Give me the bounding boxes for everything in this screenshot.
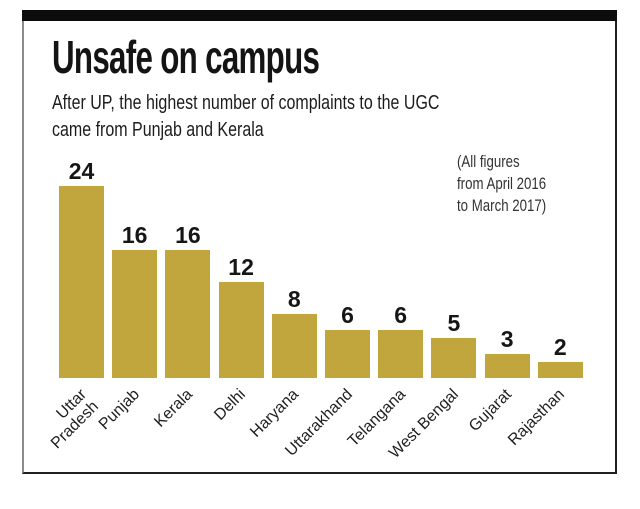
chart-title: Unsafe on campus: [52, 31, 320, 83]
page: Unsafe on campus After UP, the highest n…: [22, 10, 617, 474]
bar-gujarat: [484, 354, 530, 378]
bar-value-telangana: 6: [394, 302, 408, 328]
bar-label-rajasthan: Rajasthan: [505, 386, 569, 449]
top-accent-bar: [22, 10, 617, 21]
bar-value-kerala: 16: [175, 222, 201, 248]
bar-punjab: [112, 250, 158, 378]
bar-value-gujarat: 3: [500, 326, 514, 352]
bar-uttar-pradesh: [59, 186, 104, 378]
bar-haryana: [271, 314, 317, 378]
bar-label-kerala: Kerala: [151, 386, 196, 431]
chart-subtitle: After UP, the highest number of complain…: [52, 90, 439, 144]
bar-west-bengal: [431, 338, 477, 378]
figures-note-line-1: (All figures: [457, 152, 520, 171]
bar-label-gujarat: Gujarat: [465, 386, 516, 436]
figures-note-line-2: from April 2016: [457, 174, 547, 193]
subtitle-line-1: After UP, the highest number of complain…: [52, 92, 440, 114]
subtitle-line-2: came from Punjab and Kerala: [52, 119, 264, 141]
bar-label-telangana: Telangana: [344, 386, 409, 451]
bar-label-delhi: Delhi: [211, 386, 250, 424]
bar-value-punjab: 16: [121, 222, 148, 248]
bar-rajasthan: [537, 362, 583, 378]
bar-label-west-bengal: West Bengal: [385, 386, 462, 462]
bar-value-delhi: 12: [228, 254, 254, 280]
bar-kerala: [165, 250, 211, 378]
bar-value-uttar-pradesh: 24: [68, 158, 95, 184]
bar-value-rajasthan: 2: [553, 334, 567, 360]
bar-label-uttarakhand: Uttarakhand: [281, 386, 356, 460]
bar-telangana: [378, 330, 424, 378]
bar-value-uttarakhand: 6: [341, 302, 354, 328]
infographic-panel: Unsafe on campus After UP, the highest n…: [22, 10, 617, 474]
bar-delhi: [218, 282, 264, 378]
bar-label-haryana: Haryana: [247, 386, 303, 441]
bar-chart: 24 Uttar Pradesh 16 Punjab 16 Kerala 12 Delhi 8 Ha…: [24, 10, 619, 474]
figures-note: (All figures from April 2016 to March 20…: [457, 151, 546, 217]
figures-note-line-3: to March 2017): [457, 196, 547, 215]
bar-value-haryana: 8: [287, 286, 301, 312]
bar-value-west-bengal: 5: [447, 310, 461, 336]
bar-uttarakhand: [325, 330, 370, 378]
